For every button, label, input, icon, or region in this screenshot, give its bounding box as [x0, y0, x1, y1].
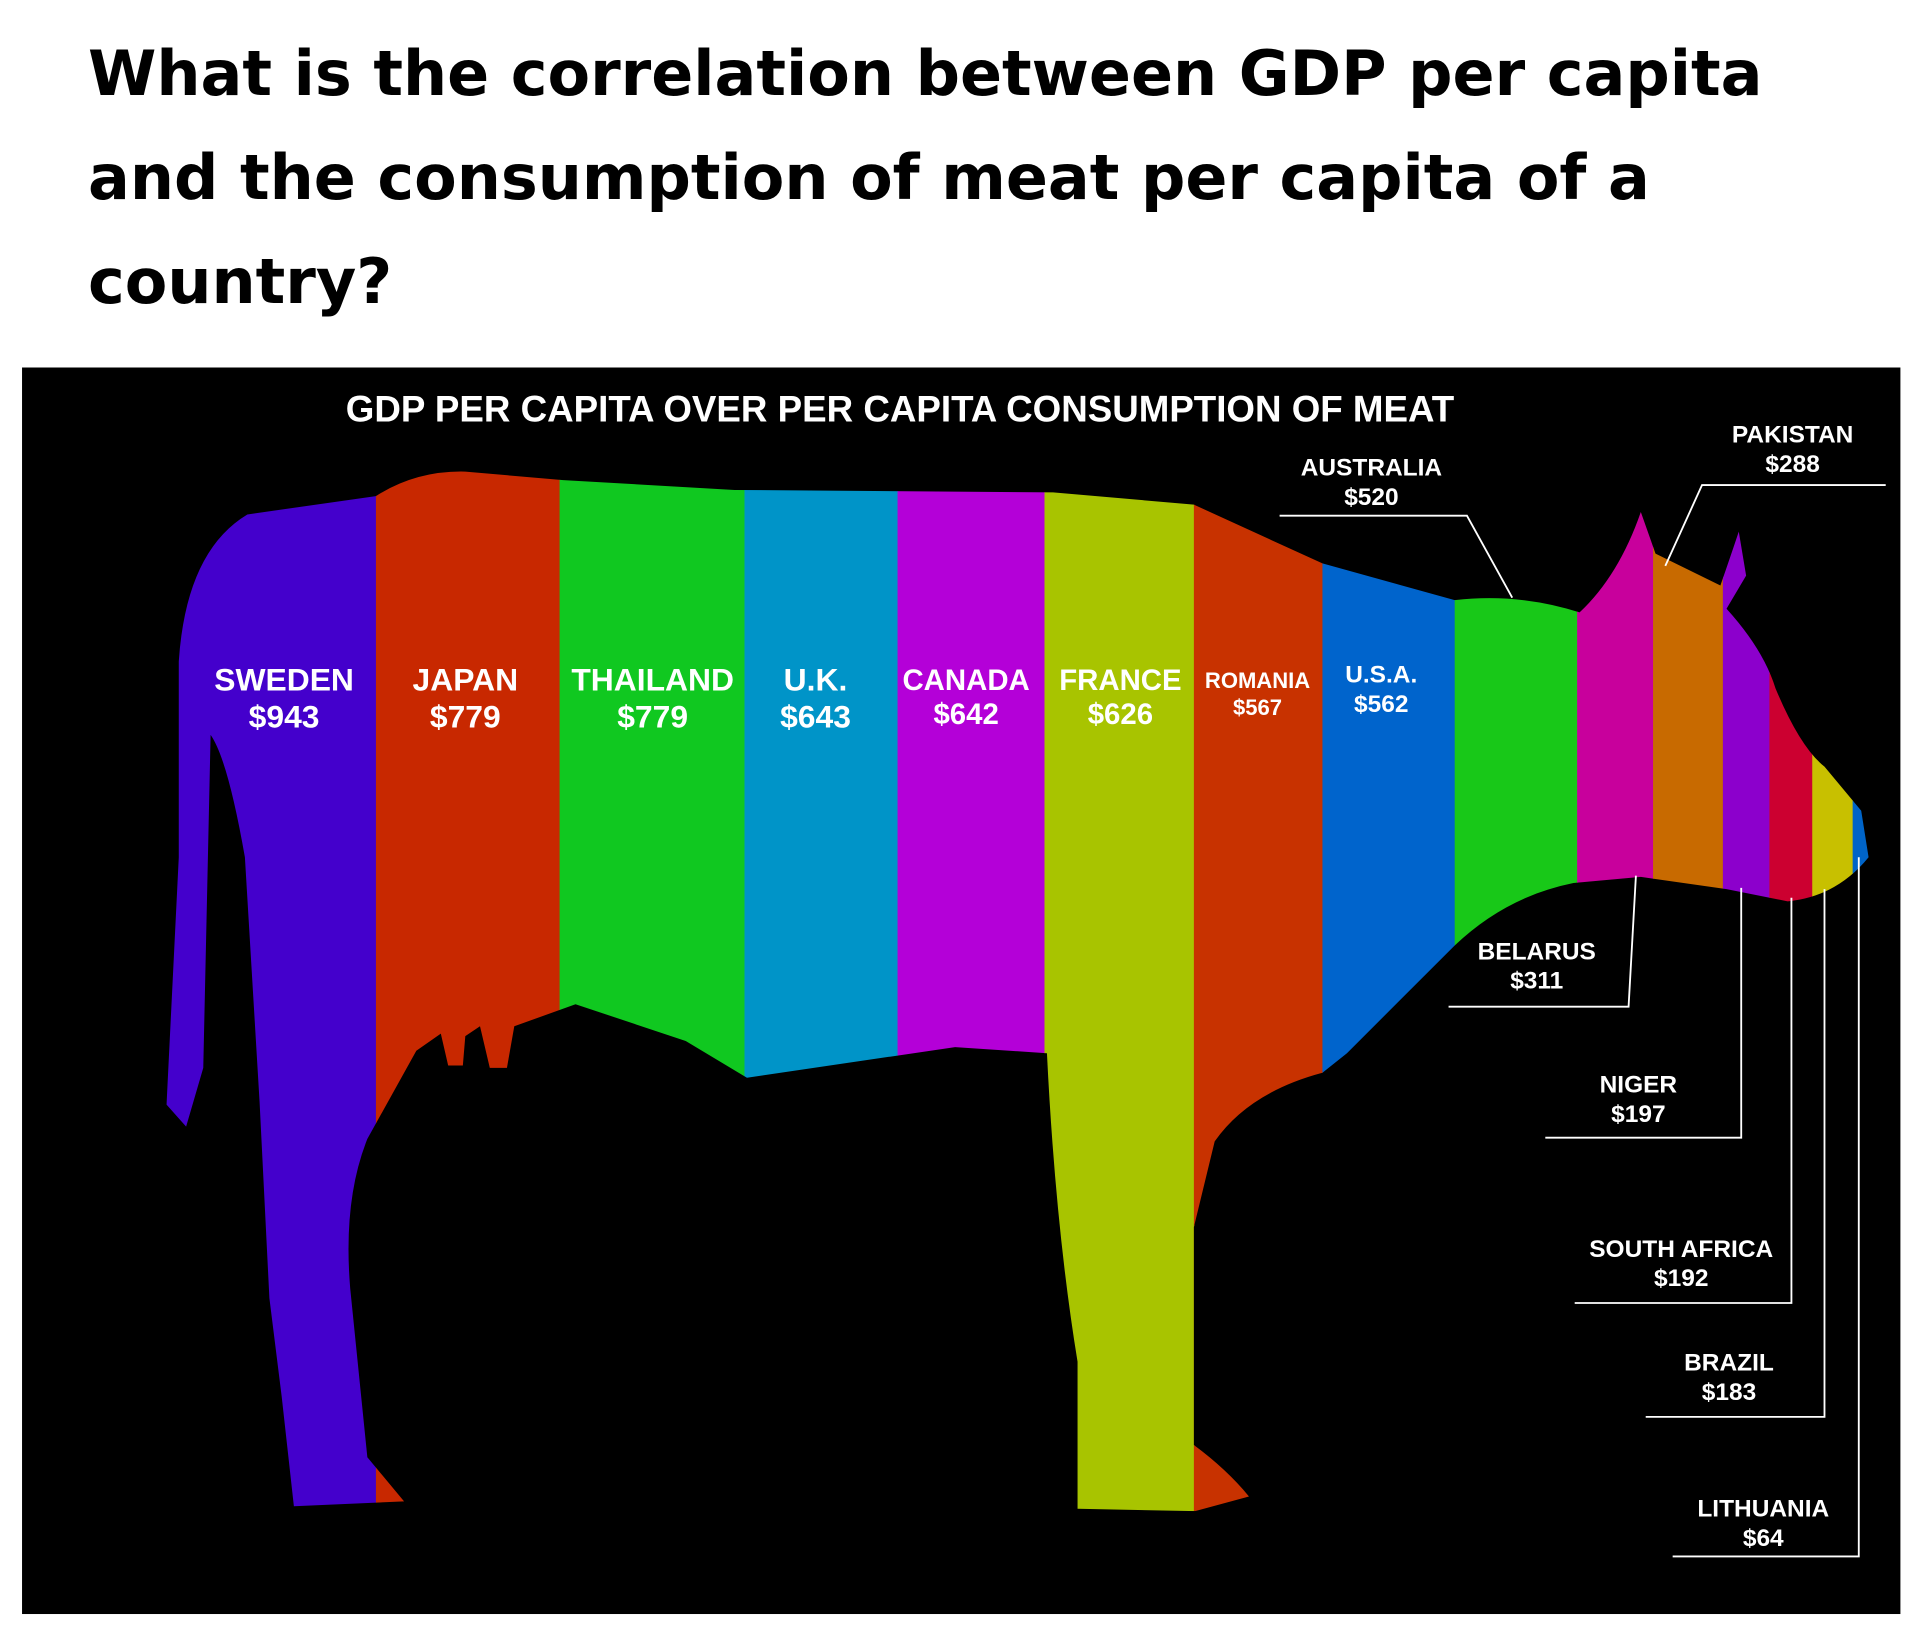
- country-name: U.K.: [784, 662, 848, 698]
- infographic-title: GDP PER CAPITA OVER PER CAPITA CONSUMPTI…: [346, 388, 1455, 429]
- country-name: AUSTRALIA: [1301, 455, 1443, 482]
- labels: SWEDEN$943JAPAN$779THAILAND$779U.K.$643C…: [214, 422, 1886, 1558]
- country-name: SWEDEN: [214, 662, 354, 698]
- country-value: $192: [1654, 1265, 1708, 1292]
- country-name: CANADA: [902, 664, 1029, 697]
- country-value: $779: [430, 698, 501, 734]
- country-name: JAPAN: [413, 662, 519, 698]
- leader-line: [1645, 889, 1826, 1418]
- leader-line: [1279, 514, 1514, 599]
- leader-line: [1664, 484, 1886, 567]
- country-name: ROMANIA: [1205, 668, 1310, 693]
- country-value: $643: [780, 698, 851, 734]
- country-value: $642: [933, 698, 998, 731]
- country-value: $288: [1765, 451, 1819, 478]
- country-name: FRANCE: [1059, 664, 1181, 697]
- country-name: LITHUANIA: [1697, 1495, 1829, 1522]
- country-value: $567: [1233, 695, 1282, 720]
- country-name: BRAZIL: [1684, 1350, 1774, 1377]
- leader-line: [1545, 887, 1743, 1139]
- country-value: $626: [1088, 698, 1153, 731]
- country-value: $943: [249, 698, 320, 734]
- country-value: $183: [1702, 1379, 1756, 1406]
- country-name: BELARUS: [1478, 938, 1596, 965]
- leader-line: [1672, 857, 1860, 1558]
- country-name: U.S.A.: [1345, 662, 1417, 689]
- leader-line: [1448, 875, 1637, 1008]
- leader-line: [1574, 897, 1793, 1304]
- country-name: NIGER: [1600, 1072, 1678, 1099]
- country-value: $779: [617, 698, 688, 734]
- country-name: PAKISTAN: [1732, 422, 1853, 449]
- country-value: $562: [1354, 691, 1408, 718]
- country-value: $64: [1743, 1525, 1784, 1552]
- country-value: $197: [1611, 1101, 1665, 1128]
- country-value: $311: [1510, 968, 1563, 995]
- question-title: What is the correlation between GDP per …: [88, 37, 1763, 318]
- country-value: $520: [1344, 484, 1398, 511]
- country-name: SOUTH AFRICA: [1589, 1236, 1773, 1263]
- country-name: THAILAND: [571, 662, 734, 698]
